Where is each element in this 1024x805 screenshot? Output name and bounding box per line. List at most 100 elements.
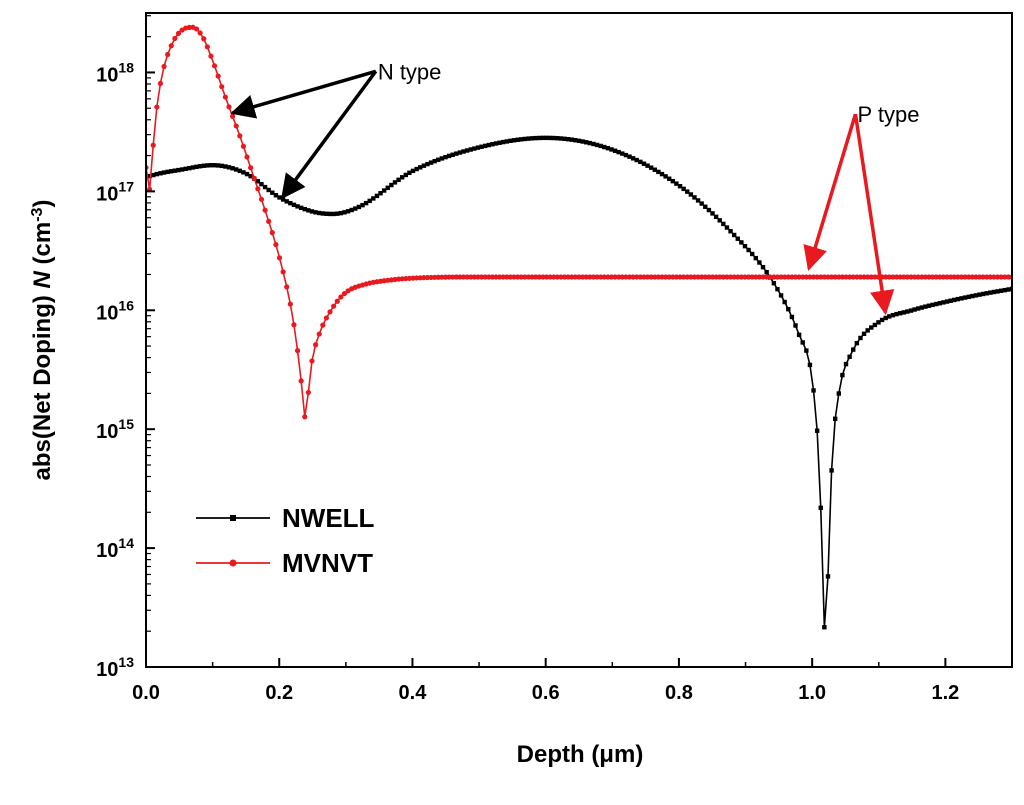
data-point	[594, 274, 600, 280]
data-point	[240, 143, 247, 149]
data-point	[306, 208, 311, 213]
data-point	[421, 163, 427, 168]
data-point	[569, 137, 574, 142]
data-point	[800, 274, 806, 280]
data-point	[374, 193, 380, 199]
data-point	[273, 241, 279, 248]
data-point	[948, 298, 953, 303]
data-point	[652, 167, 657, 172]
data-point	[208, 53, 214, 59]
data-point	[342, 210, 347, 215]
data-point	[966, 274, 972, 280]
data-point	[453, 274, 459, 280]
data-point	[922, 274, 929, 280]
data-point	[933, 274, 939, 280]
data-point	[713, 274, 719, 280]
data-point	[565, 274, 571, 280]
data-point	[183, 166, 188, 172]
data-point	[219, 163, 224, 169]
data-point	[717, 274, 723, 280]
data-point	[626, 274, 633, 280]
data-point	[598, 274, 604, 280]
data-point	[861, 331, 867, 337]
data-point	[587, 140, 593, 146]
data-point	[930, 274, 936, 280]
data-point	[529, 274, 535, 280]
data-point	[685, 189, 690, 194]
data-point	[533, 135, 538, 141]
data-point	[572, 274, 578, 280]
data-point	[839, 274, 846, 280]
data-point	[742, 243, 748, 249]
data-point	[721, 221, 726, 227]
data-point	[825, 274, 831, 280]
data-point	[443, 154, 448, 160]
data-point	[302, 206, 307, 212]
data-point	[471, 274, 477, 280]
data-point	[630, 274, 636, 280]
data-point	[295, 204, 300, 209]
data-point	[746, 247, 751, 253]
data-point	[706, 274, 712, 280]
data-point	[941, 300, 946, 305]
data-point	[493, 274, 499, 280]
data-point	[890, 274, 896, 280]
data-point	[948, 274, 954, 280]
legend: NWELL MVNVT	[196, 503, 375, 578]
data-point	[385, 185, 390, 191]
data-point	[919, 305, 924, 310]
data-point	[857, 274, 864, 280]
data-point	[605, 274, 611, 280]
data-point	[644, 274, 651, 280]
data-point	[652, 274, 658, 280]
data-point	[284, 284, 290, 290]
data-point	[341, 290, 348, 297]
data-point	[724, 274, 730, 280]
data-point	[504, 274, 510, 280]
data-point	[648, 165, 654, 170]
data-point	[584, 140, 589, 145]
data-point	[601, 274, 607, 280]
data-point	[984, 274, 990, 280]
data-point	[728, 229, 733, 234]
data-point	[399, 175, 405, 180]
data-point	[709, 274, 716, 280]
data-point	[695, 274, 701, 280]
data-point	[656, 169, 661, 175]
data-point	[201, 36, 207, 42]
data-point	[749, 274, 755, 280]
data-point	[211, 63, 218, 69]
data-point	[551, 135, 556, 141]
data-point	[193, 26, 200, 32]
data-point	[843, 361, 849, 367]
y-tick-label: 1014	[96, 535, 134, 562]
data-point	[887, 314, 892, 319]
data-point	[904, 274, 910, 280]
x-tick-label: 0.6	[532, 682, 560, 704]
data-point	[179, 167, 185, 172]
data-point	[980, 291, 986, 297]
data-point	[168, 43, 174, 49]
data-point	[320, 211, 326, 216]
data-point	[637, 274, 643, 280]
data-point	[883, 315, 888, 321]
data-point	[486, 274, 492, 280]
data-point	[735, 274, 741, 280]
data-point	[219, 84, 225, 90]
data-point	[222, 94, 228, 100]
data-point	[316, 331, 322, 337]
data-point	[738, 274, 744, 280]
data-point	[674, 181, 679, 186]
data-point	[937, 274, 943, 280]
data-point	[623, 152, 629, 158]
data-point	[500, 274, 506, 280]
data-point	[792, 274, 799, 280]
data-point	[764, 274, 770, 280]
data-point	[515, 137, 520, 142]
data-point	[673, 274, 680, 280]
data-point	[161, 170, 167, 175]
data-point	[984, 291, 989, 296]
data-point	[323, 315, 330, 321]
data-point	[197, 30, 203, 36]
data-point	[796, 332, 802, 337]
